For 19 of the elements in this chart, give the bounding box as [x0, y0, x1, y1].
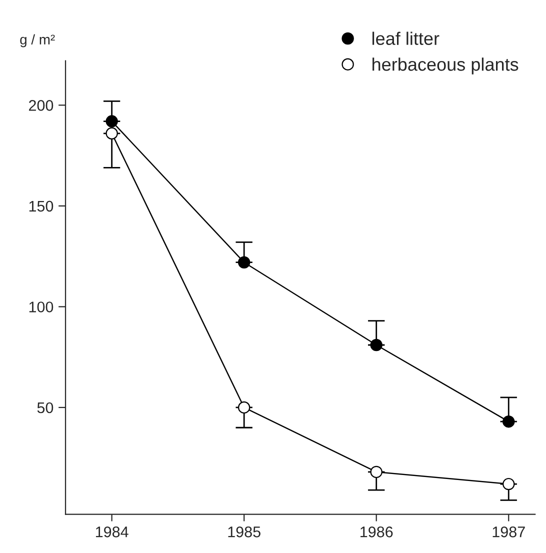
point — [106, 127, 118, 140]
y-axis-title: g / m² — [20, 34, 55, 48]
x-tick-label: 1986 — [360, 526, 393, 538]
x-tick-label: 1987 — [492, 526, 525, 538]
point — [502, 478, 515, 490]
y-tick-label: 150 — [29, 200, 54, 212]
point — [370, 466, 382, 478]
y-tick-label: 50 — [37, 402, 54, 414]
point — [238, 401, 250, 414]
x-tick-label: 1984 — [96, 526, 128, 538]
point — [502, 415, 515, 428]
x-tick-label: 1985 — [228, 526, 260, 538]
legend-label: leaf litter — [372, 32, 440, 45]
y-tick-label: 100 — [29, 302, 54, 312]
point — [370, 338, 382, 352]
y-tick-label: 200 — [28, 100, 54, 111]
point — [238, 256, 250, 268]
legend-label: herbaceous plants — [372, 58, 518, 74]
point — [106, 115, 118, 128]
